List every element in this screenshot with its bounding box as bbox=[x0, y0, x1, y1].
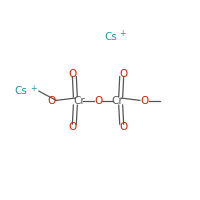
Text: +: + bbox=[119, 29, 126, 38]
Text: Cr: Cr bbox=[111, 96, 123, 106]
Text: O: O bbox=[68, 122, 77, 132]
Text: Cs: Cs bbox=[15, 86, 28, 96]
Text: O: O bbox=[94, 96, 102, 106]
Text: O: O bbox=[120, 122, 128, 132]
Text: Cr: Cr bbox=[73, 96, 85, 106]
Text: O: O bbox=[68, 69, 77, 79]
Text: Cs: Cs bbox=[104, 32, 117, 42]
Text: +: + bbox=[30, 84, 36, 93]
Text: O: O bbox=[48, 96, 56, 106]
Text: O: O bbox=[140, 96, 148, 106]
Text: O: O bbox=[120, 69, 128, 79]
